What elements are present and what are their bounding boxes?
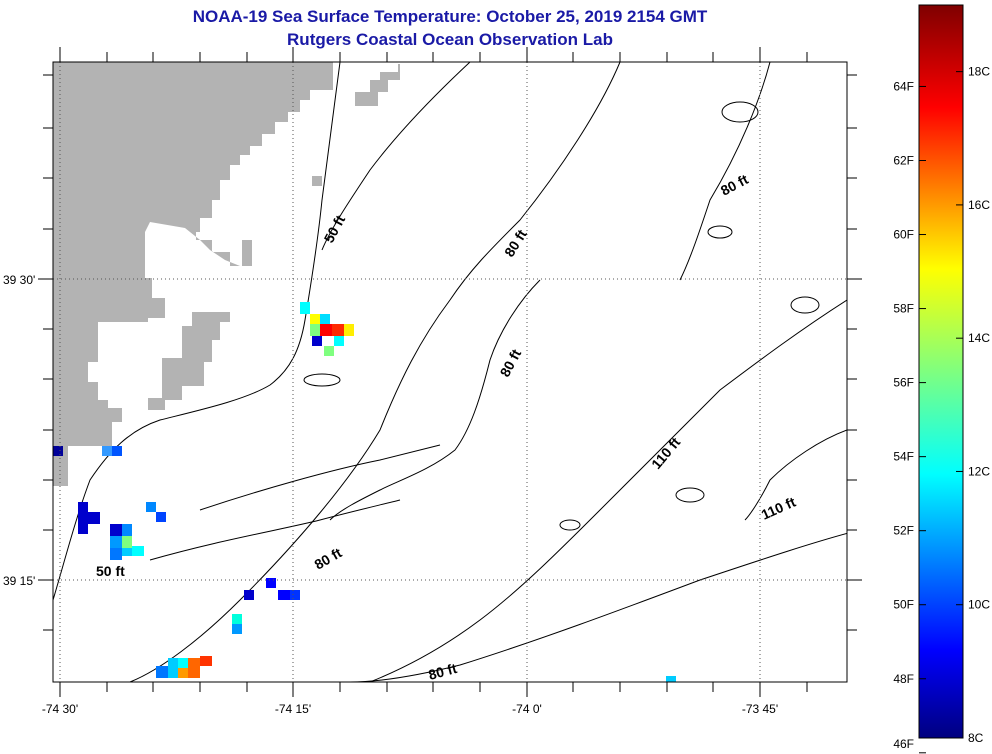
colorbar bbox=[918, 4, 964, 739]
sst-pixel bbox=[110, 524, 122, 536]
sst-pixel bbox=[320, 314, 330, 324]
land-area-island bbox=[148, 312, 230, 410]
sst-pixel bbox=[146, 502, 156, 512]
contour-80ft-sw bbox=[149, 499, 401, 561]
sst-pixel bbox=[156, 512, 166, 522]
contour-label: 80 ft bbox=[427, 660, 459, 683]
map-frame bbox=[52, 61, 848, 683]
sst-pixels bbox=[53, 302, 676, 682]
contour-50ft bbox=[53, 62, 341, 601]
colorbar-celsius-label: 8C bbox=[968, 731, 984, 745]
colorbar-fahrenheit-label: 64F bbox=[893, 79, 914, 93]
contour-label: 80 ft bbox=[718, 171, 751, 199]
map-title: NOAA-19 Sea Surface Temperature: October… bbox=[192, 7, 708, 26]
contour-label: 50 ft bbox=[321, 212, 349, 245]
depth-contours bbox=[53, 62, 847, 682]
contour-label: 110 ft bbox=[648, 434, 683, 472]
sst-pixel bbox=[53, 446, 63, 456]
sst-pixel bbox=[300, 302, 310, 314]
contour-50ft-north bbox=[321, 62, 471, 251]
contour-ring bbox=[675, 487, 705, 503]
lon-tick-label: -73 45' bbox=[742, 702, 778, 716]
sst-pixel bbox=[110, 548, 122, 560]
contour-ring bbox=[303, 373, 341, 387]
contour-label: 50 ft bbox=[96, 563, 125, 579]
sst-pixel bbox=[324, 346, 334, 356]
sst-pixel bbox=[334, 336, 344, 346]
sst-pixel bbox=[156, 666, 168, 678]
colorbar-celsius-label: 12C bbox=[968, 464, 990, 478]
lat-tick-label: 39 15' bbox=[3, 574, 35, 588]
colorbar-fahrenheit-label: 48F bbox=[893, 672, 914, 686]
sst-pixel bbox=[320, 324, 332, 336]
colorbar-fahrenheit-label: 50F bbox=[893, 598, 914, 612]
contour-label: 110 ft bbox=[759, 493, 799, 522]
map-subtitle: Rutgers Coastal Ocean Observation Lab bbox=[287, 30, 613, 49]
sst-pixel bbox=[232, 624, 242, 634]
contour-label: 80 ft bbox=[497, 346, 525, 379]
colorbar-fahrenheit-label: 46F bbox=[893, 737, 914, 751]
sst-pixel bbox=[290, 590, 300, 600]
sst-pixel bbox=[310, 324, 320, 336]
colorbar-fahrenheit-label: 56F bbox=[893, 376, 914, 390]
sst-pixel bbox=[110, 536, 122, 548]
contour-label: 80 ft bbox=[312, 544, 345, 572]
sst-pixel bbox=[232, 614, 242, 624]
sst-pixel bbox=[132, 546, 144, 556]
sst-pixel bbox=[200, 656, 212, 666]
colorbar-fahrenheit-label: 52F bbox=[893, 524, 914, 538]
lon-tick-label: -74 15' bbox=[275, 702, 311, 716]
sst-pixel bbox=[88, 512, 100, 524]
sst-pixel bbox=[666, 676, 676, 682]
sst-pixel bbox=[112, 446, 122, 456]
sst-pixel bbox=[78, 502, 88, 534]
sst-pixel bbox=[178, 658, 188, 668]
sst-pixel bbox=[312, 336, 322, 346]
sst-pixel bbox=[122, 536, 132, 548]
land-pixel bbox=[312, 176, 322, 186]
colorbar-fahrenheit-label: 54F bbox=[893, 450, 914, 464]
axis-ticks bbox=[38, 47, 862, 697]
contour-ring bbox=[721, 101, 759, 123]
colorbar-fahrenheit-label: 62F bbox=[893, 153, 914, 167]
contour-ring bbox=[707, 225, 733, 239]
sst-pixel bbox=[122, 548, 132, 556]
lon-tick-label: -74 30' bbox=[42, 702, 78, 716]
colorbar-ticks: 64F 62F 60F 58F 56F 54F 52F 50F 48F 46F 18C 16C 14C 1… bbox=[893, 65, 990, 754]
land-area-north bbox=[355, 64, 400, 106]
land-area bbox=[53, 62, 333, 486]
sst-pixel bbox=[102, 446, 112, 456]
sst-pixel bbox=[310, 314, 320, 324]
contour-ring bbox=[790, 296, 820, 314]
sst-pixel bbox=[178, 668, 188, 678]
contour-80ft-mid bbox=[129, 62, 621, 682]
sst-pixel bbox=[188, 658, 200, 678]
lat-tick-label: 39 30' bbox=[3, 273, 35, 287]
sst-pixel bbox=[332, 324, 344, 336]
contour-80ft-ne bbox=[679, 62, 771, 281]
contour-110ft-east bbox=[744, 429, 847, 521]
graticule bbox=[53, 62, 847, 682]
colorbar-celsius-label: 16C bbox=[968, 198, 990, 212]
contour-80ft-west bbox=[199, 444, 441, 511]
lon-tick-label: -74 0' bbox=[512, 702, 542, 716]
sst-pixel bbox=[278, 590, 290, 600]
sst-pixel bbox=[168, 658, 178, 678]
sst-pixel bbox=[344, 324, 354, 336]
sst-pixel bbox=[266, 578, 276, 588]
colorbar-celsius-label: 18C bbox=[968, 65, 990, 79]
colorbar-celsius-label: 10C bbox=[968, 598, 990, 612]
colorbar-celsius-label: 14C bbox=[968, 331, 990, 345]
colorbar-fahrenheit-label: 60F bbox=[893, 228, 914, 242]
contour-80ft-south bbox=[349, 532, 847, 682]
sst-pixel bbox=[122, 524, 132, 536]
contour-ring bbox=[559, 519, 581, 531]
colorbar-fahrenheit-label: 58F bbox=[893, 302, 914, 316]
contour-110ft bbox=[369, 299, 847, 682]
sst-pixel bbox=[244, 590, 254, 600]
contour-80ft-ridge bbox=[329, 279, 541, 521]
contour-label: 80 ft bbox=[501, 226, 530, 259]
